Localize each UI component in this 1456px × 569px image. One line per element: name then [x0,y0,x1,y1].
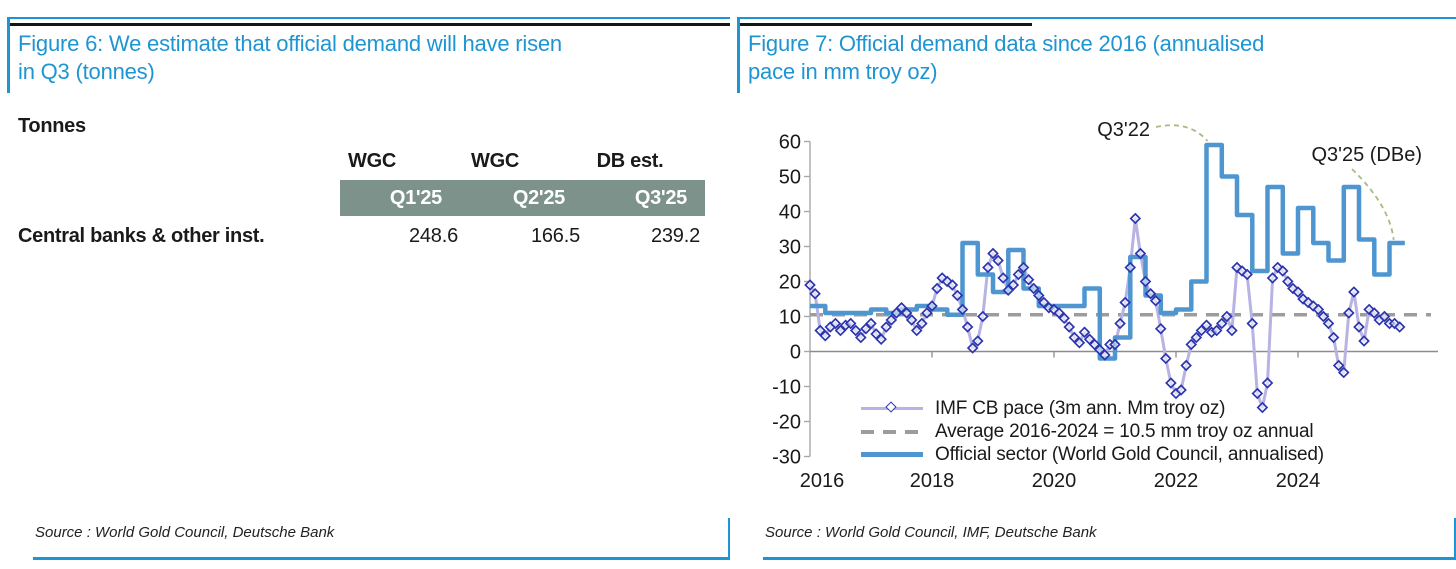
average-dash-swatch-icon [861,429,923,434]
figure7-bottom-rule-blue [763,557,1456,560]
table-group-header-2: WGC [471,150,519,172]
table-row-label: Central banks & other inst. [18,225,265,247]
table-quarter-band [340,180,705,216]
legend-label-average: Average 2016-2024 = 10.5 mm troy oz annu… [935,420,1314,442]
figure6-title-line2: in Q3 (tonnes) [18,59,155,84]
figure6-top-rule-black [7,23,730,26]
diamond-marker-icon [885,401,897,413]
svg-text:2024: 2024 [1276,470,1321,492]
wgc-line-swatch-icon [861,452,923,457]
figure6-bottom-rule-blue [33,557,730,560]
svg-text:2022: 2022 [1154,470,1199,492]
svg-text:40: 40 [779,202,801,224]
figure6-bottom-right-bar [727,518,730,560]
svg-text:60: 60 [779,132,801,154]
figure7-panel: Figure 7: Official demand data since 201… [737,10,1456,563]
figure7-title: Figure 7: Official demand data since 201… [748,30,1264,86]
svg-text:-30: -30 [772,447,801,469]
official-demand-chart: 60 50 40 30 20 10 0 -10 -20 -30 2016 2018 2020 2022 20… [746,110,1456,510]
figure7-source: Source : World Gold Council, IMF, Deutsc… [765,524,1097,541]
figure7-bottom-right-bar [1453,518,1456,560]
svg-text:10: 10 [779,307,801,329]
legend-row-wgc: Official sector (World Gold Council, ann… [861,443,1324,466]
legend-label-imf: IMF CB pace (3m ann. Mm troy oz) [935,397,1226,419]
svg-text:2018: 2018 [910,470,955,492]
table-value-q2: 166.5 [530,225,580,247]
svg-text:2016: 2016 [800,470,845,492]
figure7-title-line2: pace in mm troy oz) [748,59,938,84]
figure6-source: Source : World Gold Council, Deutsche Ba… [35,524,335,541]
table-quarter-header-1: Q1'25 [389,187,442,209]
table-group-header-3: DB est. [596,150,664,172]
table-value-q1: 248.6 [408,225,458,247]
svg-text:Q3'25 (DBe): Q3'25 (DBe) [1311,144,1422,166]
figure6-title-line1: Figure 6: We estimate that official dema… [18,31,562,56]
svg-text:-20: -20 [772,412,801,434]
table-value-q3: 239.2 [650,225,700,247]
chart-legend: IMF CB pace (3m ann. Mm troy oz) Average… [861,397,1324,466]
legend-label-wgc: Official sector (World Gold Council, ann… [935,443,1324,465]
figure6-panel: Figure 6: We estimate that official dema… [7,10,730,563]
table-quarter-header-2: Q2'25 [512,187,565,209]
table-quarter-header-3: Q3'25 [634,187,687,209]
figure7-title-line1: Figure 7: Official demand data since 201… [748,31,1265,56]
figure6-title-left-bar [7,17,10,93]
legend-row-imf: IMF CB pace (3m ann. Mm troy oz) [861,397,1324,420]
figure6-title: Figure 6: We estimate that official dema… [18,30,562,86]
svg-text:Q3'22: Q3'22 [1097,119,1150,141]
svg-text:20: 20 [779,272,801,294]
table-group-header-1: WGC [348,150,396,172]
svg-text:2020: 2020 [1032,470,1077,492]
figure7-top-rule-blue [737,17,1456,19]
figure7-top-rule-black [737,23,1032,26]
legend-row-average: Average 2016-2024 = 10.5 mm troy oz annu… [861,420,1324,443]
figure6-top-rule-blue [7,17,730,19]
svg-text:0: 0 [790,342,801,364]
figure7-title-left-bar [737,17,740,93]
imf-line-swatch-icon [861,401,923,413]
svg-text:50: 50 [779,167,801,189]
svg-text:-10: -10 [772,377,801,399]
svg-text:30: 30 [779,237,801,259]
unit-label: Tonnes [18,115,86,137]
